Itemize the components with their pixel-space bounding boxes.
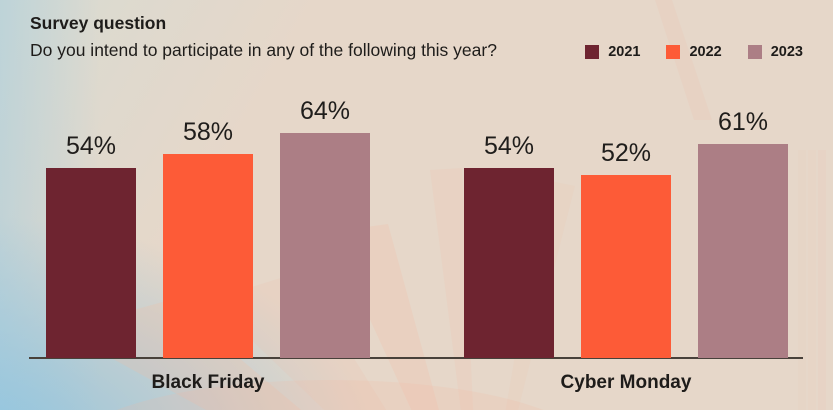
bar-cyber-monday-2023 [698,144,788,358]
bar-cyber-monday-2021 [464,168,554,358]
data-label-cyber-monday-2023: 61% [717,108,769,136]
data-label-cyber-monday-2021: 54% [483,132,535,160]
legend-label: 2022 [689,44,722,60]
legend: 2021 2022 2023 [585,44,803,60]
bar-black-friday-2022 [163,154,253,358]
legend-label: 2023 [770,44,803,60]
data-label-black-friday-2022: 58% [182,118,234,146]
category-label-black-friday: Black Friday [151,372,265,393]
chart-subtitle: Do you intend to participate in any of t… [30,39,497,60]
bar-black-friday-2021 [46,168,136,358]
bar-cyber-monday-2022 [581,175,671,358]
legend-item-2021: 2021 [585,44,640,60]
data-label-black-friday-2023: 64% [299,97,351,125]
legend-swatch-2022 [666,45,681,59]
chart-title: Survey question [30,13,167,33]
x-axis-line [29,357,803,359]
chart-header: Survey question Do you intend to partici… [30,12,497,62]
legend-item-2023: 2023 [747,44,803,60]
bar-black-friday-2023 [280,133,370,358]
legend-item-2022: 2022 [666,44,722,60]
category-label-cyber-monday: Cyber Monday [560,372,692,393]
data-label-cyber-monday-2022: 52% [600,139,652,167]
legend-swatch-2023 [747,45,762,59]
data-label-black-friday-2021: 54% [65,132,117,160]
legend-label: 2021 [608,44,641,60]
legend-swatch-2021 [585,45,600,59]
